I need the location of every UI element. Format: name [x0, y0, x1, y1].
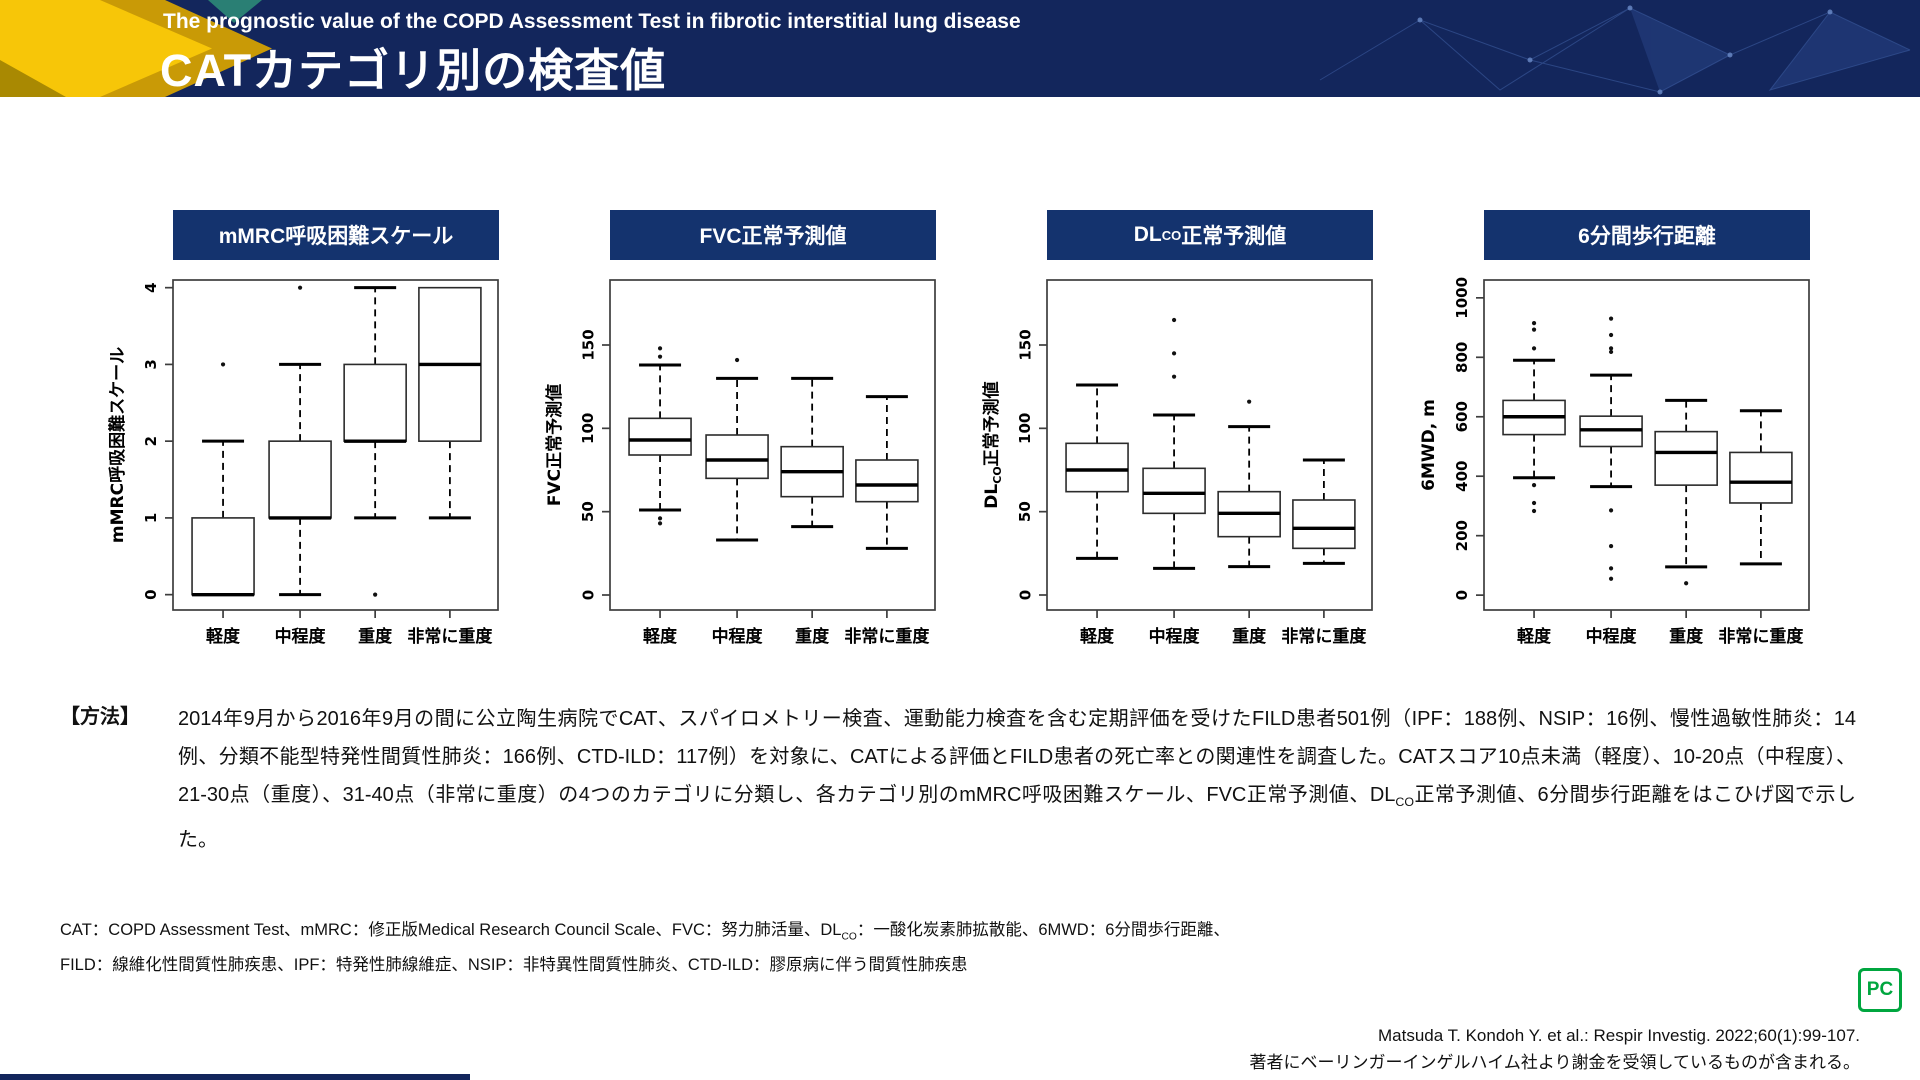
svg-text:軽度: 軽度 — [206, 626, 241, 647]
svg-text:重度: 重度 — [1232, 626, 1267, 647]
svg-text:軽度: 軽度 — [643, 626, 678, 647]
footnote-line-2: FILD：線維化性間質性肺疾患、IPF：特発性肺線維症、NSIP：非特異性間質性… — [60, 956, 968, 975]
svg-text:1000: 1000 — [1453, 277, 1471, 319]
svg-text:1: 1 — [142, 513, 160, 523]
svg-text:FVC正常予測値: FVC正常予測値 — [544, 384, 565, 506]
svg-text:中程度: 中程度 — [712, 626, 764, 647]
pc-logo: PC — [1858, 968, 1902, 1012]
slide-subtitle: The prognostic value of the COPD Assessm… — [163, 10, 1021, 33]
svg-text:4: 4 — [142, 282, 160, 292]
svg-text:150: 150 — [579, 329, 597, 360]
svg-text:800: 800 — [1453, 342, 1471, 373]
svg-text:重度: 重度 — [795, 626, 830, 647]
panel-title-fvc: FVC正常予測値 — [610, 210, 936, 260]
svg-text:0: 0 — [142, 589, 160, 599]
svg-text:0: 0 — [579, 590, 597, 600]
network-decoration — [1319, 5, 1911, 95]
svg-text:中程度: 中程度 — [275, 626, 327, 647]
panel-title-dlco: DL CO 正常予測値 — [1047, 210, 1373, 260]
method-text: 2014年9月から2016年9月の間に公立陶生病院でCAT、スパイロメトリー検査… — [178, 708, 1856, 851]
abbreviation-footnotes: CAT：COPD Assessment Test、mMRC：修正版Medical… — [60, 916, 1230, 979]
citation-reference: Matsuda T. Kondoh Y. et al.: Respir Inve… — [1378, 1026, 1860, 1045]
slide-title: CATカテゴリ別の検査値 — [160, 45, 667, 96]
svg-text:非常に重度: 非常に重度 — [407, 626, 493, 647]
svg-text:2: 2 — [142, 436, 160, 446]
svg-text:重度: 重度 — [358, 626, 393, 647]
svg-text:150: 150 — [1016, 329, 1034, 360]
header-bar: The prognostic value of the COPD Assessm… — [0, 0, 1920, 97]
bottom-edge-decoration — [0, 1074, 470, 1080]
svg-text:mMRC呼吸困難スケール: mMRC呼吸困難スケール — [107, 347, 128, 543]
svg-text:重度: 重度 — [1669, 626, 1704, 647]
svg-text:3: 3 — [142, 359, 160, 369]
svg-text:200: 200 — [1453, 520, 1471, 551]
citation-disclosure: 著者にベーリンガーインゲルハイム社より謝金を受領しているものが含まれる。 — [1249, 1053, 1860, 1072]
svg-text:中程度: 中程度 — [1149, 626, 1201, 647]
panel-title-mmrc: mMRC呼吸困難スケール — [173, 210, 499, 260]
svg-text:軽度: 軽度 — [1080, 626, 1115, 647]
svg-text:50: 50 — [579, 501, 597, 522]
svg-text:0: 0 — [1453, 590, 1471, 600]
svg-text:600: 600 — [1453, 401, 1471, 432]
svg-text:軽度: 軽度 — [1517, 626, 1552, 647]
svg-text:非常に重度: 非常に重度 — [1718, 626, 1804, 647]
svg-text:50: 50 — [1016, 501, 1034, 522]
boxplot-6mwd: 0 200 400 600 800 1000 6MWD, m 軽度 中程度 重度 非常に重度 — [1419, 277, 1810, 647]
svg-text:400: 400 — [1453, 461, 1471, 492]
svg-text:100: 100 — [579, 413, 597, 444]
panel-title-6mwd: 6分間歩行距離 — [1484, 210, 1810, 260]
svg-text:非常に重度: 非常に重度 — [1281, 626, 1367, 647]
svg-text:中程度: 中程度 — [1586, 626, 1638, 647]
svg-text:0: 0 — [1016, 590, 1034, 600]
svg-text:100: 100 — [1016, 413, 1034, 444]
svg-text:非常に重度: 非常に重度 — [844, 626, 930, 647]
svg-text:6MWD, m: 6MWD, m — [1419, 399, 1439, 491]
method-label: 【方法】 — [60, 706, 140, 728]
footnote-line-1: CAT：COPD Assessment Test、mMRC：修正版Medical… — [60, 921, 1230, 943]
svg-text:DLCO正常予測値: DLCO正常予測値 — [981, 381, 1004, 508]
yellow-chevron-decoration — [0, 0, 272, 97]
citation: Matsuda T. Kondoh Y. et al.: Respir Inve… — [1250, 1022, 1860, 1076]
